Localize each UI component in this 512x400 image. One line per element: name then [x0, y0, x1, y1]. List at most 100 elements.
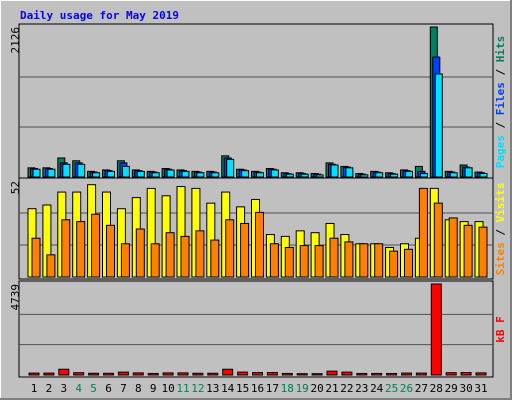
panel [18, 280, 494, 378]
legend: Sites / Visits [494, 183, 507, 276]
legend: Pages / Files / Hits [494, 36, 507, 169]
bar [195, 230, 205, 278]
legend-entry: kB F [494, 316, 507, 343]
bar [47, 168, 56, 178]
bar [375, 172, 384, 178]
bar [120, 243, 130, 278]
x-tick-label: 19 [296, 382, 309, 395]
bar [121, 165, 130, 178]
bar [434, 73, 443, 178]
bar [300, 173, 309, 178]
bar [237, 371, 249, 376]
bar [445, 372, 457, 376]
legend-entry: Pages [494, 135, 507, 168]
bar [73, 372, 85, 376]
bar [389, 250, 399, 278]
legend-separator: / [494, 62, 507, 82]
bar [374, 243, 384, 278]
bar [314, 245, 324, 278]
bar [240, 222, 250, 278]
bar [418, 187, 428, 278]
bar [107, 170, 115, 178]
legend: kB F [494, 316, 507, 343]
bar [329, 237, 339, 278]
x-tick-label: 10 [161, 382, 174, 395]
panel [18, 23, 494, 180]
bar [226, 158, 235, 178]
x-tick-label: 27 [415, 382, 428, 395]
bar [192, 372, 204, 376]
x-tick-label: 22 [340, 382, 353, 395]
x-tick-label: 8 [135, 382, 142, 395]
x-tick-label: 3 [60, 382, 67, 395]
x-tick-label: 11 [176, 382, 189, 395]
bar [106, 224, 115, 278]
bar [371, 372, 383, 376]
bar [46, 254, 56, 278]
bar [478, 226, 488, 278]
bar [311, 373, 323, 376]
bar [150, 243, 160, 278]
bar [464, 167, 473, 178]
bar [386, 372, 398, 376]
bar [166, 169, 175, 178]
x-tick-label: 13 [206, 382, 219, 395]
bar [207, 372, 219, 376]
bar [210, 239, 220, 278]
bar [117, 371, 129, 376]
bar [460, 372, 472, 376]
x-tick-label: 5 [90, 382, 97, 395]
x-tick-label: 28 [430, 382, 443, 395]
bar [415, 372, 427, 376]
bar [419, 172, 428, 178]
bar [430, 283, 442, 376]
x-tick-label: 26 [400, 382, 413, 395]
bar [296, 373, 308, 376]
bar [433, 202, 443, 278]
bar [270, 169, 279, 178]
bar [401, 372, 412, 376]
bar [28, 372, 40, 376]
bar [463, 224, 473, 278]
bar [449, 172, 458, 178]
bar [151, 172, 160, 178]
bar [299, 245, 309, 278]
x-tick-label: 9 [150, 382, 157, 395]
bar [359, 243, 369, 278]
y-tick-label: 52 [9, 181, 22, 194]
bar [181, 170, 190, 178]
x-tick-label: 14 [221, 382, 235, 395]
x-tick-label: 15 [236, 382, 249, 395]
bar [165, 232, 175, 278]
x-tick-label: 12 [191, 382, 204, 395]
bar [356, 372, 368, 376]
x-tick-label: 25 [385, 382, 398, 395]
x-tick-label: 6 [105, 382, 112, 395]
bar [266, 372, 278, 376]
bar [315, 174, 324, 178]
bar [132, 372, 144, 376]
x-tick-label: 17 [266, 382, 279, 395]
x-tick-label: 24 [370, 382, 384, 395]
bar [177, 372, 189, 376]
bar [136, 170, 145, 178]
bar [32, 168, 41, 178]
bar [448, 217, 458, 278]
legend-separator: / [494, 222, 507, 242]
y-tick-label: 4739 [9, 284, 22, 311]
bar [211, 172, 220, 178]
bar [196, 172, 205, 178]
bar [344, 241, 354, 278]
bar [330, 164, 339, 178]
x-tick-label: 2 [46, 382, 53, 395]
bar [76, 221, 86, 278]
bar [88, 372, 100, 376]
bar [91, 213, 101, 278]
x-tick-label: 4 [75, 382, 82, 395]
legend-entry: Hits [494, 36, 507, 63]
bar [390, 173, 399, 178]
bar [360, 174, 369, 178]
x-tick-label: 16 [251, 382, 264, 395]
